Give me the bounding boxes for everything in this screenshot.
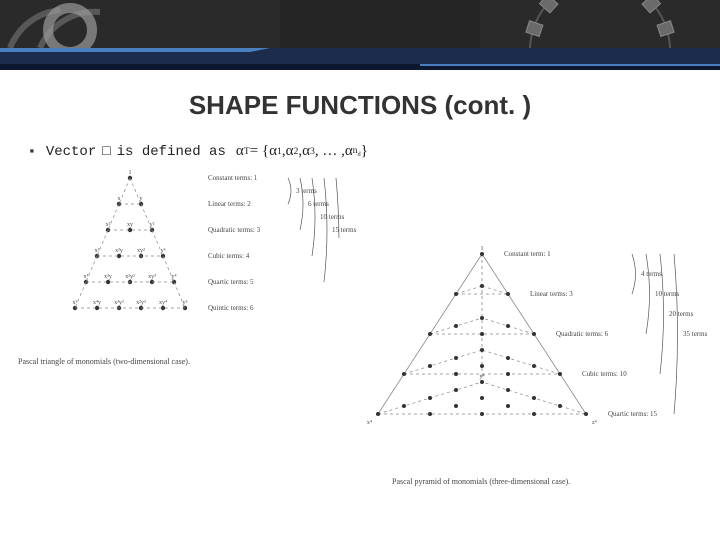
svg-text:1: 1 xyxy=(481,246,484,252)
svg-text:y⁵: y⁵ xyxy=(182,300,187,306)
svg-text:x³: x³ xyxy=(95,248,100,254)
svg-text:15 terms: 15 terms xyxy=(332,226,357,234)
alpha-formula: αT = { α1, α2, α3 , … , αnd } xyxy=(232,143,372,160)
svg-text:Quartic terms: 15: Quartic terms: 15 xyxy=(608,410,657,418)
svg-text:Cubic terms: 10: Cubic terms: 10 xyxy=(582,370,627,378)
svg-text:Quadratic terms: 3: Quadratic terms: 3 xyxy=(208,226,261,234)
svg-text:z⁴: z⁴ xyxy=(592,420,597,426)
svg-text:y³: y³ xyxy=(161,248,166,254)
svg-text:Pascal pyramid of monomials (t: Pascal pyramid of monomials (three-dimen… xyxy=(392,477,570,486)
svg-text:Quartic terms: 5: Quartic terms: 5 xyxy=(208,278,254,286)
svg-text:y⁴: y⁴ xyxy=(479,374,484,380)
svg-text:Linear terms: 2: Linear terms: 2 xyxy=(208,200,251,208)
svg-text:4 terms: 4 terms xyxy=(641,270,662,278)
svg-text:xy: xy xyxy=(127,222,133,228)
bullet-vector-defined: ▪ Vector □ is defined as αT = { α1, α2, … xyxy=(28,143,720,160)
svg-text:x²: x² xyxy=(106,222,111,228)
svg-text:x²y³: x²y³ xyxy=(136,300,146,306)
accent-bar xyxy=(0,48,720,70)
svg-text:Pascal triangle of monomials (: Pascal triangle of monomials (two-dimens… xyxy=(18,357,190,366)
svg-text:x²y²: x²y² xyxy=(125,274,135,280)
svg-text:Quintic terms: 6: Quintic terms: 6 xyxy=(208,304,254,312)
pascal-pyramid-3d: 1 Constant term: 1 Linear terms: 3 Quadrati… xyxy=(332,238,712,498)
svg-text:x²y: x²y xyxy=(115,248,123,254)
svg-text:Constant terms: 1: Constant terms: 1 xyxy=(208,174,258,182)
svg-text:Cubic terms: 4: Cubic terms: 4 xyxy=(208,252,250,260)
svg-text:xy⁴: xy⁴ xyxy=(159,300,167,306)
svg-text:xy²: xy² xyxy=(137,248,145,254)
bullet-glyph: □ xyxy=(102,144,110,160)
banner-gear-image xyxy=(0,0,720,48)
svg-text:y²: y² xyxy=(150,222,155,228)
bullet-marker: ▪ xyxy=(28,144,36,159)
pascal-triangle-2d: 1xyx²xyy²x³x²yxy²y³x⁴x³yx²y²xy³y⁴x⁵x⁴yx³… xyxy=(10,166,370,376)
svg-text:Linear terms: 3: Linear terms: 3 xyxy=(530,290,573,298)
svg-text:x⁵: x⁵ xyxy=(72,300,77,306)
svg-text:35 terms: 35 terms xyxy=(683,330,708,338)
svg-text:x³y²: x³y² xyxy=(114,300,124,306)
bullet-suffix: is defined as xyxy=(117,144,226,160)
svg-text:x⁴: x⁴ xyxy=(83,274,88,280)
svg-text:1: 1 xyxy=(129,170,132,176)
bullet-prefix: Vector xyxy=(46,144,96,160)
svg-text:10 terms: 10 terms xyxy=(320,213,345,221)
svg-text:Constant term: 1: Constant term: 1 xyxy=(504,250,551,258)
svg-text:10 terms: 10 terms xyxy=(655,290,680,298)
svg-text:Quadratic terms: 6: Quadratic terms: 6 xyxy=(556,330,609,338)
svg-text:y⁴: y⁴ xyxy=(171,274,176,280)
page-title: SHAPE FUNCTIONS (cont. ) xyxy=(0,90,720,121)
svg-text:20 terms: 20 terms xyxy=(669,310,694,318)
svg-text:xy³: xy³ xyxy=(148,274,156,280)
svg-text:x⁴: x⁴ xyxy=(367,420,372,426)
svg-text:x³y: x³y xyxy=(104,274,112,280)
svg-text:x⁴y: x⁴y xyxy=(93,300,101,306)
